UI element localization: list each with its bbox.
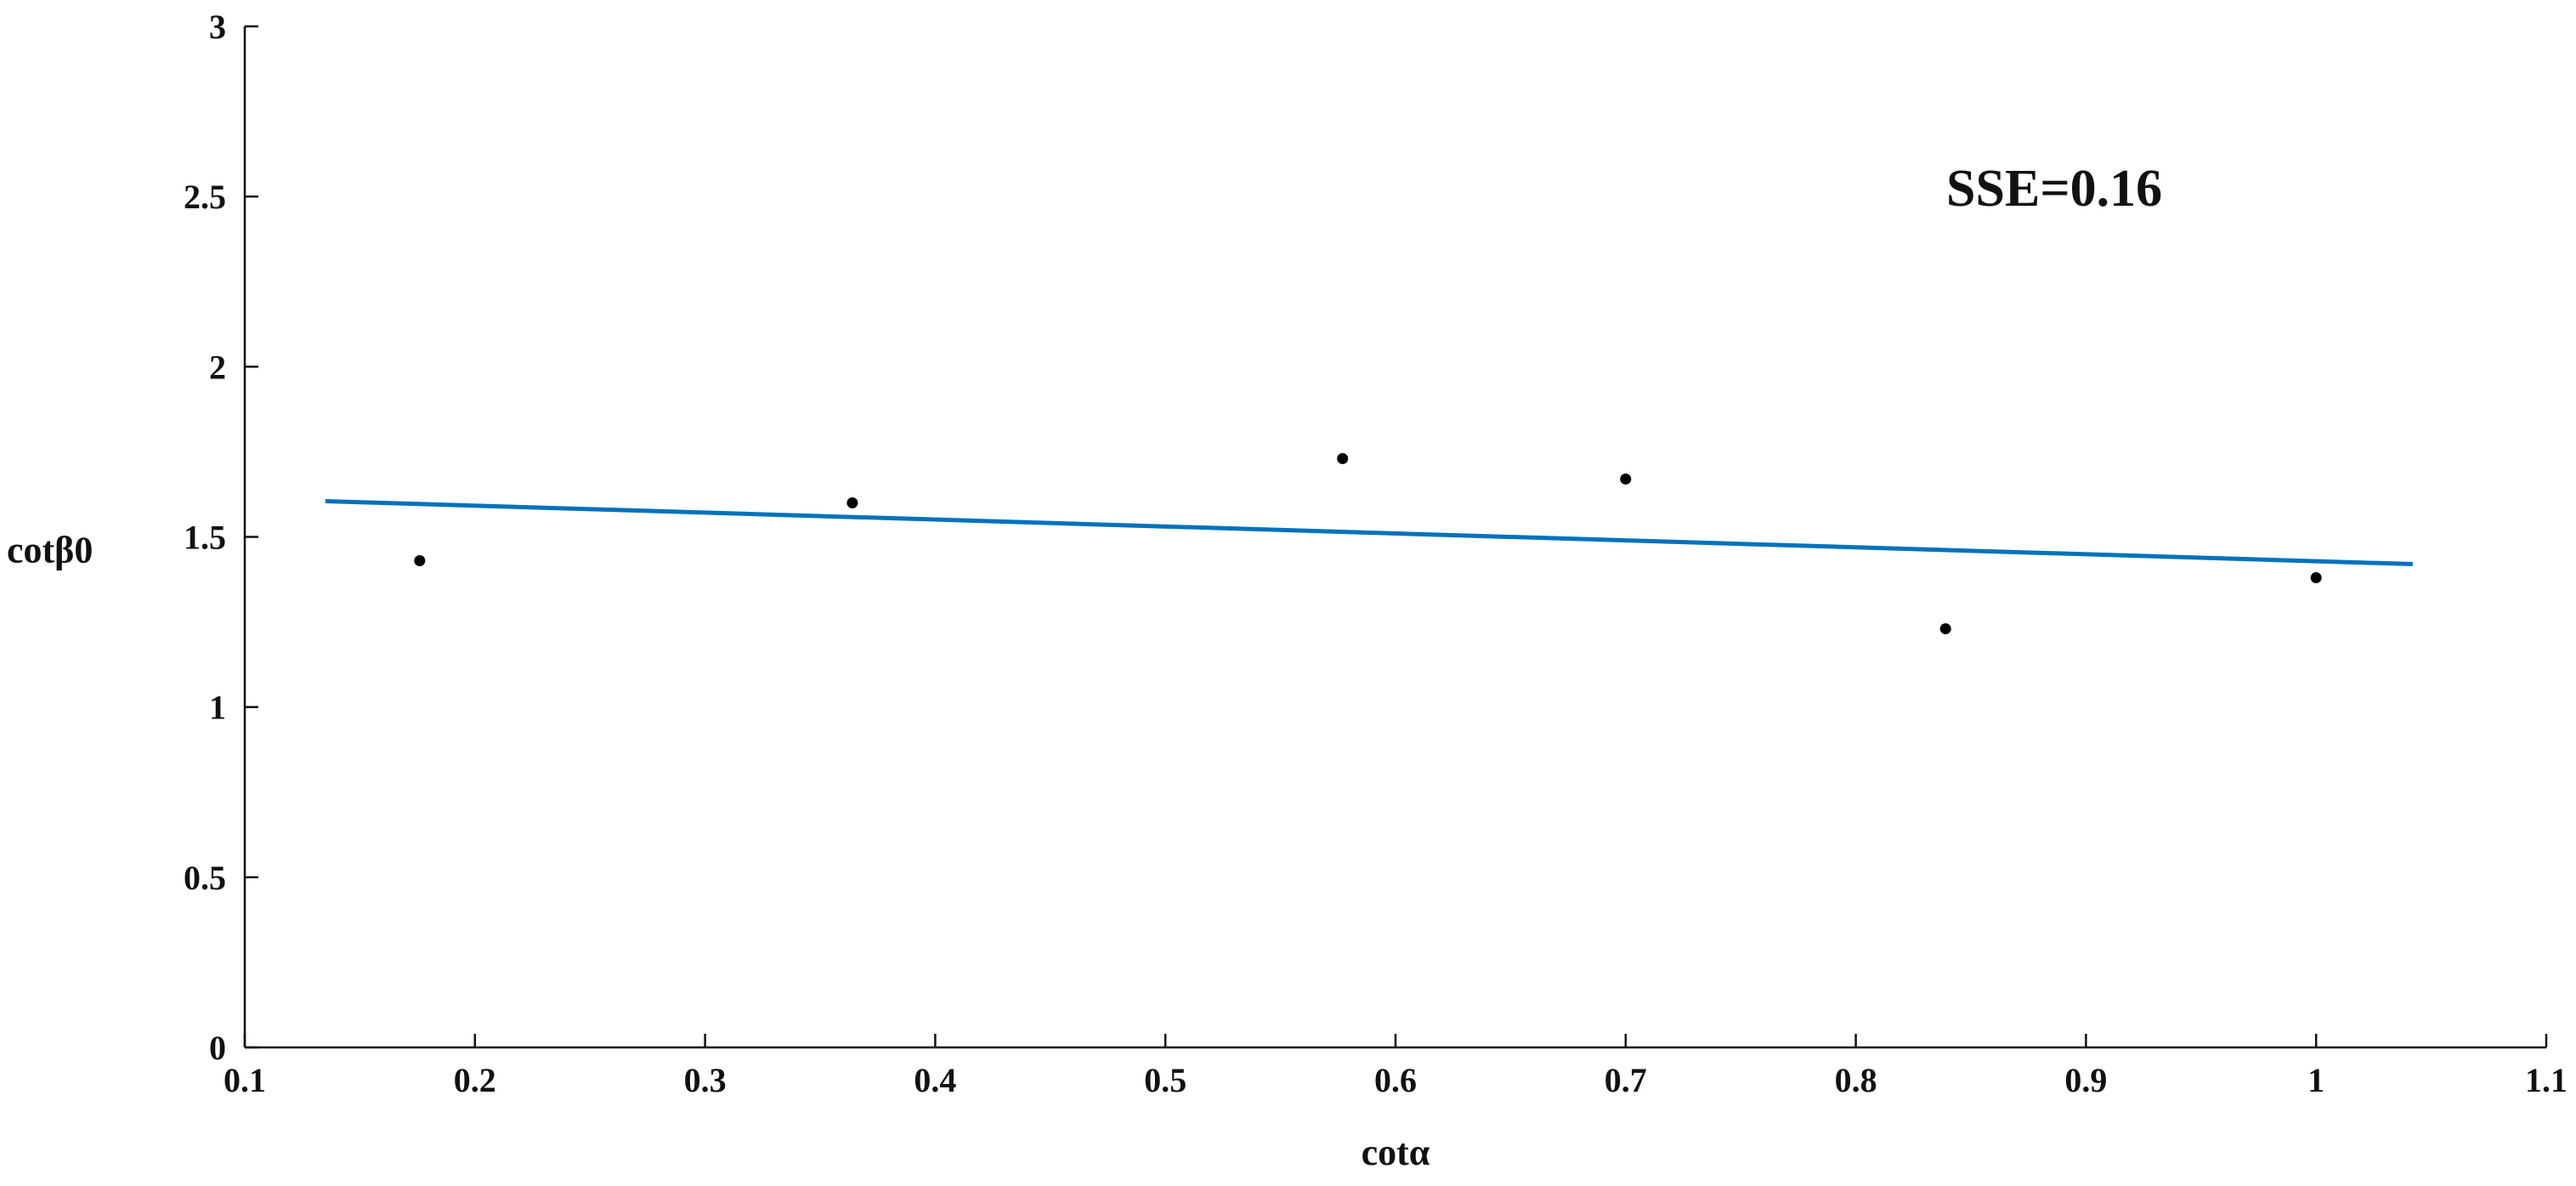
y-tick-label: 3 xyxy=(209,8,226,46)
axes xyxy=(243,26,2546,1049)
x-axis-label: cotα xyxy=(1362,1132,1430,1173)
x-tick-label: 0.6 xyxy=(1374,1061,1417,1099)
x-tick-label: 1 xyxy=(2307,1061,2324,1099)
fit-line xyxy=(325,498,2414,567)
y-tick-label: 0 xyxy=(209,1029,226,1067)
data-point xyxy=(1620,473,1632,485)
x-tick-label: 1.1 xyxy=(2525,1061,2568,1099)
y-tick-label: 0.5 xyxy=(184,859,226,897)
data-point xyxy=(414,555,426,567)
y-tick-label: 1 xyxy=(209,689,226,727)
y-tick-label: 2 xyxy=(209,348,226,386)
x-tick-label: 0.8 xyxy=(1835,1061,1877,1099)
x-tick-label: 0.2 xyxy=(454,1061,496,1099)
data-point xyxy=(1939,623,1951,635)
data-point xyxy=(2310,572,2322,584)
data-point xyxy=(1337,452,1349,464)
x-tick-label: 0.1 xyxy=(224,1061,266,1099)
x-axis-ticks: 0.1 0.2 0.3 0.4 0.5 0.6 0.7 0.8 0.9 1 1.1 xyxy=(224,1034,2568,1099)
y-tick-label: 1.5 xyxy=(184,519,226,557)
plot-area xyxy=(325,452,2414,635)
y-tick-label: 2.5 xyxy=(184,178,226,216)
x-tick-label: 0.7 xyxy=(1605,1061,1647,1099)
y-axis-label: cotβ0 xyxy=(7,530,93,571)
x-tick-label: 0.5 xyxy=(1144,1061,1186,1099)
x-tick-label: 0.9 xyxy=(2064,1061,2107,1099)
data-point xyxy=(846,497,858,508)
x-tick-label: 0.3 xyxy=(684,1061,727,1099)
y-axis-ticks: 0 0.5 1 1.5 2 2.5 3 xyxy=(184,8,258,1067)
sse-annotation: SSE=0.16 xyxy=(1946,160,2162,218)
x-tick-label: 0.4 xyxy=(914,1061,956,1099)
